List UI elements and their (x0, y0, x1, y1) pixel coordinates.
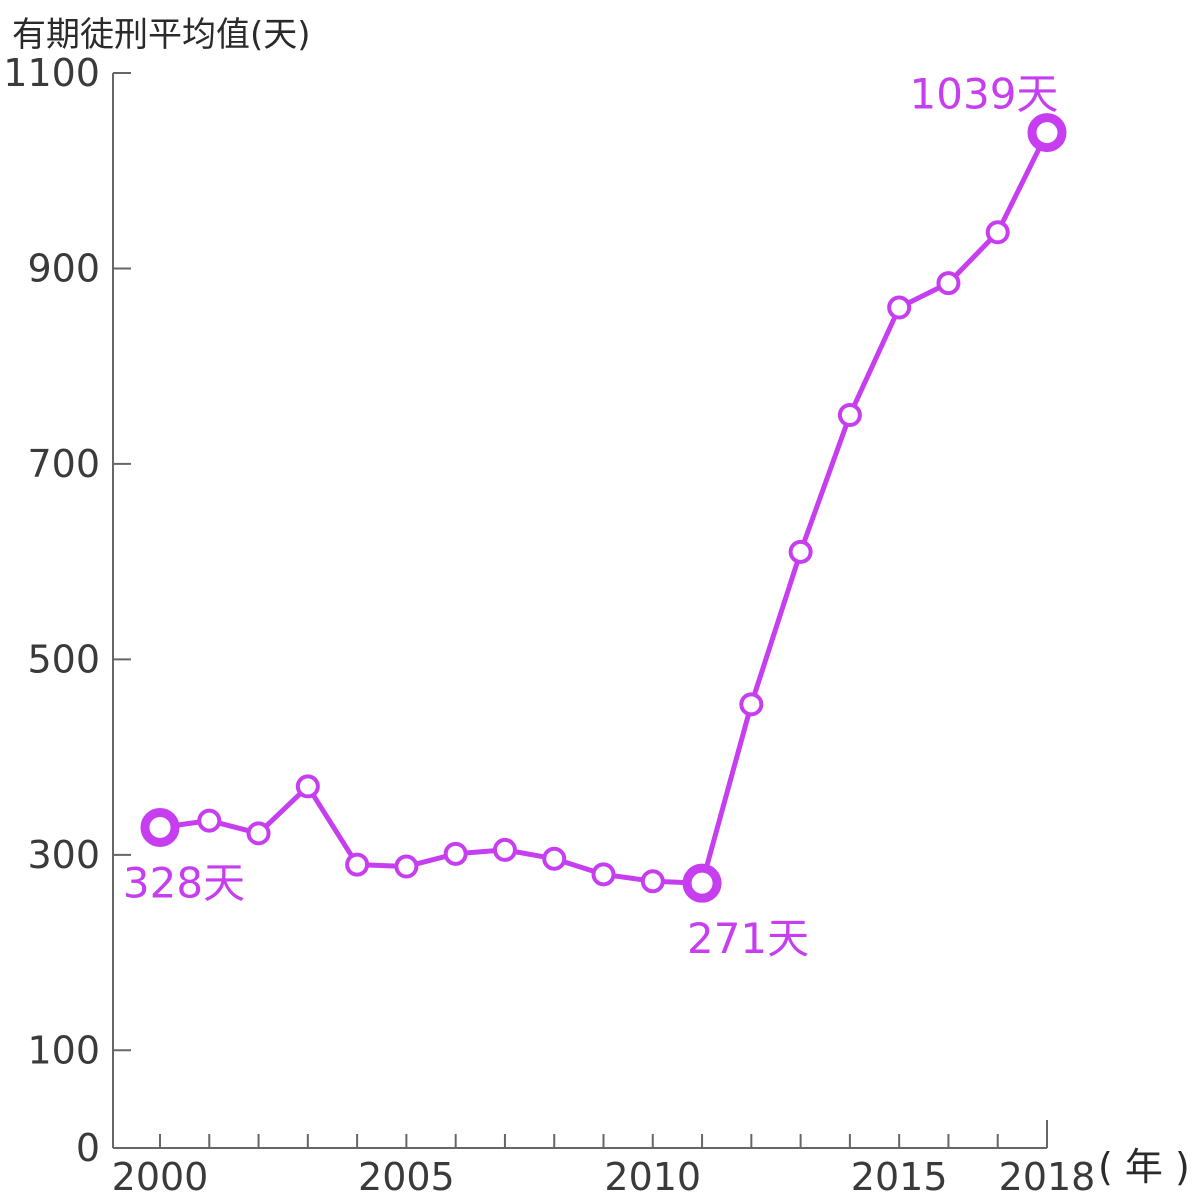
annotations: 328天 271天 1039天 (123, 70, 1059, 964)
data-point (443, 841, 468, 866)
y-tick-label: 900 (27, 246, 100, 290)
data-points (140, 113, 1067, 903)
data-point (788, 539, 813, 564)
y-tick-label: 0 (76, 1126, 100, 1170)
y-tick-label: 700 (27, 442, 100, 486)
data-point (295, 774, 320, 799)
data-point (640, 869, 665, 894)
y-axis-title: 有期徒刑平均值(天) (12, 15, 311, 55)
data-point (887, 295, 912, 320)
data-point (936, 271, 961, 296)
x-tick-label: 2000 (112, 1155, 209, 1199)
data-point (837, 403, 862, 428)
series-line-layer (157, 130, 1050, 886)
annotation-label: 271天 (687, 914, 809, 963)
x-axis-unit: ( 年 ) (1098, 1145, 1190, 1189)
highlight-point (140, 807, 180, 847)
data-point (542, 846, 567, 871)
x-tick-label: 2005 (358, 1155, 455, 1199)
tick-marks: 0 100 300 500 700 900 1100 2000 2005 2010 2015 2018 (3, 51, 1095, 1199)
y-tick-label: 100 (27, 1028, 100, 1072)
data-point (591, 862, 616, 887)
series-line (157, 130, 1050, 886)
annotation-label: 328天 (123, 858, 245, 907)
data-point (197, 808, 222, 833)
y-tick-label: 500 (27, 637, 100, 681)
data-point (985, 220, 1010, 245)
data-point (492, 837, 517, 862)
highlight-point (682, 863, 722, 903)
x-tick-label: 2015 (851, 1155, 948, 1199)
data-point (246, 821, 271, 846)
y-tick-label: 1100 (3, 51, 100, 95)
data-point (345, 852, 370, 877)
data-point (739, 692, 764, 717)
annotation-label: 1039天 (910, 70, 1059, 119)
y-tick-label: 300 (27, 833, 100, 877)
data-point (394, 854, 419, 879)
highlight-point (1027, 113, 1067, 153)
x-tick-label: 2018 (999, 1155, 1096, 1199)
axes (112, 73, 1047, 1149)
x-tick-label: 2010 (604, 1155, 701, 1199)
